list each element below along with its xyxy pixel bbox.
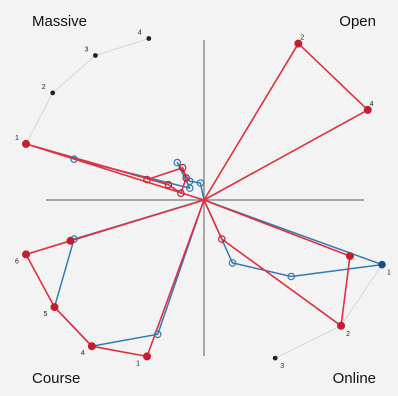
- online-end-point: [378, 260, 386, 269]
- red-point-5: [164, 180, 173, 189]
- point-label-course-6: 6: [15, 258, 19, 265]
- point-label-course-1: 1: [136, 360, 140, 367]
- red-point-8: [294, 39, 303, 48]
- red-point-11: [345, 252, 354, 261]
- point-label-open-4: 4: [370, 101, 374, 108]
- red-point-16: [87, 342, 96, 351]
- red-point-1: [143, 175, 151, 184]
- red-point-4: [177, 189, 185, 198]
- guide-point-massive-3: [93, 53, 98, 58]
- point-label-online-1: 1: [387, 270, 391, 277]
- series-line-blue: [53, 158, 383, 347]
- red-point-9: [363, 105, 372, 114]
- point-label-course-5: 5: [44, 311, 48, 318]
- point-label-online-3: 3: [280, 363, 284, 370]
- quadrant-label-course: Course: [32, 370, 80, 387]
- blue-point-8: [287, 272, 296, 281]
- red-point-17: [50, 303, 59, 312]
- point-label-massive-3: 3: [84, 47, 88, 54]
- guide-point-massive-2: [50, 90, 56, 96]
- guide-point-online-3: [272, 355, 278, 361]
- blue-point-3: [173, 158, 182, 167]
- red-point-3: [182, 174, 191, 182]
- quadrant-label-online: Online: [333, 370, 376, 387]
- guide-line-1: [25, 38, 149, 145]
- red-point-6: [22, 139, 31, 148]
- red-point-13: [218, 235, 226, 243]
- point-label-online-2: 2: [346, 331, 350, 338]
- red-point-15: [143, 352, 152, 361]
- guide-point-massive-4: [146, 36, 152, 41]
- point-label-massive-1: 1: [15, 135, 19, 142]
- red-point-2: [178, 163, 187, 172]
- point-label-massive-4: 4: [138, 30, 142, 37]
- series-line-red: [25, 42, 369, 358]
- point-label-open-2: 2: [300, 35, 304, 42]
- blue-point-1: [70, 155, 78, 164]
- quadrant-label-open: Open: [339, 13, 376, 30]
- quadrant-label-massive: Massive: [32, 13, 87, 30]
- red-point-12: [337, 321, 346, 330]
- red-point-19: [66, 236, 75, 245]
- point-label-course-4: 4: [81, 350, 85, 357]
- blue-point-5: [196, 179, 205, 187]
- point-label-massive-2: 2: [42, 84, 46, 91]
- blue-point-11: [153, 330, 162, 339]
- blue-point-9: [228, 259, 237, 267]
- red-point-18: [22, 250, 31, 259]
- guide-line-2: [274, 264, 383, 359]
